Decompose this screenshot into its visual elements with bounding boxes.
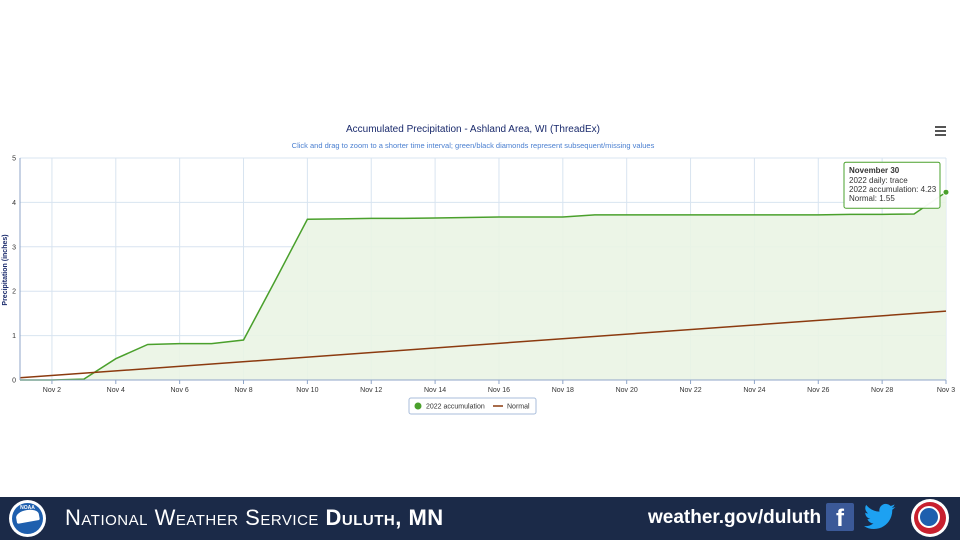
axes: 0 1 2 3 4 5 Nov 2 Nov 4 Nov 6 Nov 8 Nov 10 Nov 12 No… [12, 156, 955, 395]
menu-icon-bar [935, 130, 946, 132]
footer-banner: NOAA National Weather Service Duluth, MN… [0, 497, 960, 540]
chart-title: Accumulated Precipitation - Ashland Area… [346, 124, 600, 135]
noaa-logo-text: NOAA [20, 505, 35, 511]
chart-menu-button[interactable] [935, 126, 946, 138]
x-tick-label: Nov 12 [360, 387, 382, 394]
x-tick-label: Nov 22 [679, 387, 701, 394]
x-tick-label: Nov 14 [424, 387, 446, 394]
x-tick-label: Nov 3 [937, 387, 955, 394]
plot-area[interactable] [19, 188, 950, 381]
tooltip-header: November 30 [849, 166, 900, 175]
tooltip-line: 2022 daily: trace [849, 176, 908, 185]
legend-box [408, 397, 537, 415]
accumulation-point-hover [942, 188, 950, 196]
agency-title: National Weather Service Duluth, MN [65, 505, 444, 531]
x-tick-label: Nov 4 [107, 387, 125, 394]
y-axis-label: Precipitation (inches) [2, 234, 9, 305]
tooltip-line: Normal: 1.55 [849, 194, 895, 203]
accumulation-area [20, 192, 946, 380]
legend[interactable]: 2022 accumulation Normal [408, 397, 537, 415]
normal-line [19, 310, 947, 379]
legend-label-accumulation: 2022 accumulation [426, 404, 485, 411]
accumulation-line [20, 191, 947, 381]
menu-icon-bar [935, 126, 946, 128]
y-tick-label: 5 [12, 156, 16, 163]
x-tick-label: Nov 16 [488, 387, 510, 394]
y-tick-label: 4 [12, 200, 16, 207]
y-tick-label: 2 [12, 289, 16, 296]
agency-prefix: National Weather Service [65, 505, 326, 530]
y-tick-label: 0 [12, 378, 16, 385]
precipitation-chart[interactable]: Accumulated Precipitation - Ashland Area… [0, 110, 960, 420]
y-tick-label: 3 [12, 244, 16, 251]
facebook-icon[interactable]: f [826, 503, 854, 532]
x-tick-label: Nov 2 [43, 387, 61, 394]
x-tick-label: Nov 8 [234, 387, 252, 394]
chart-subtitle: Click and drag to zoom to a shorter time… [292, 141, 655, 150]
legend-marker-accumulation [414, 402, 422, 410]
x-tick-label: Nov 24 [743, 387, 765, 394]
y-tick-label: 1 [12, 333, 16, 340]
website-url[interactable]: weather.gov/duluth [648, 507, 822, 528]
tooltip-box [843, 161, 941, 209]
menu-icon-bar [935, 134, 946, 136]
nws-logo [911, 499, 949, 537]
x-tick-label: Nov 26 [807, 387, 829, 394]
x-tick-label: Nov 18 [552, 387, 574, 394]
noaa-logo: NOAA [9, 500, 46, 537]
office-name: Duluth, MN [325, 505, 444, 530]
legend-label-normal: Normal [507, 404, 530, 411]
tooltip-line: 2022 accumulation: 4.23 [849, 185, 937, 194]
x-tick-label: Nov 6 [171, 387, 189, 394]
twitter-icon[interactable] [864, 503, 896, 531]
x-tick-label: Nov 20 [616, 387, 638, 394]
x-tick-label: Nov 10 [296, 387, 318, 394]
x-tick-label: Nov 28 [871, 387, 893, 394]
